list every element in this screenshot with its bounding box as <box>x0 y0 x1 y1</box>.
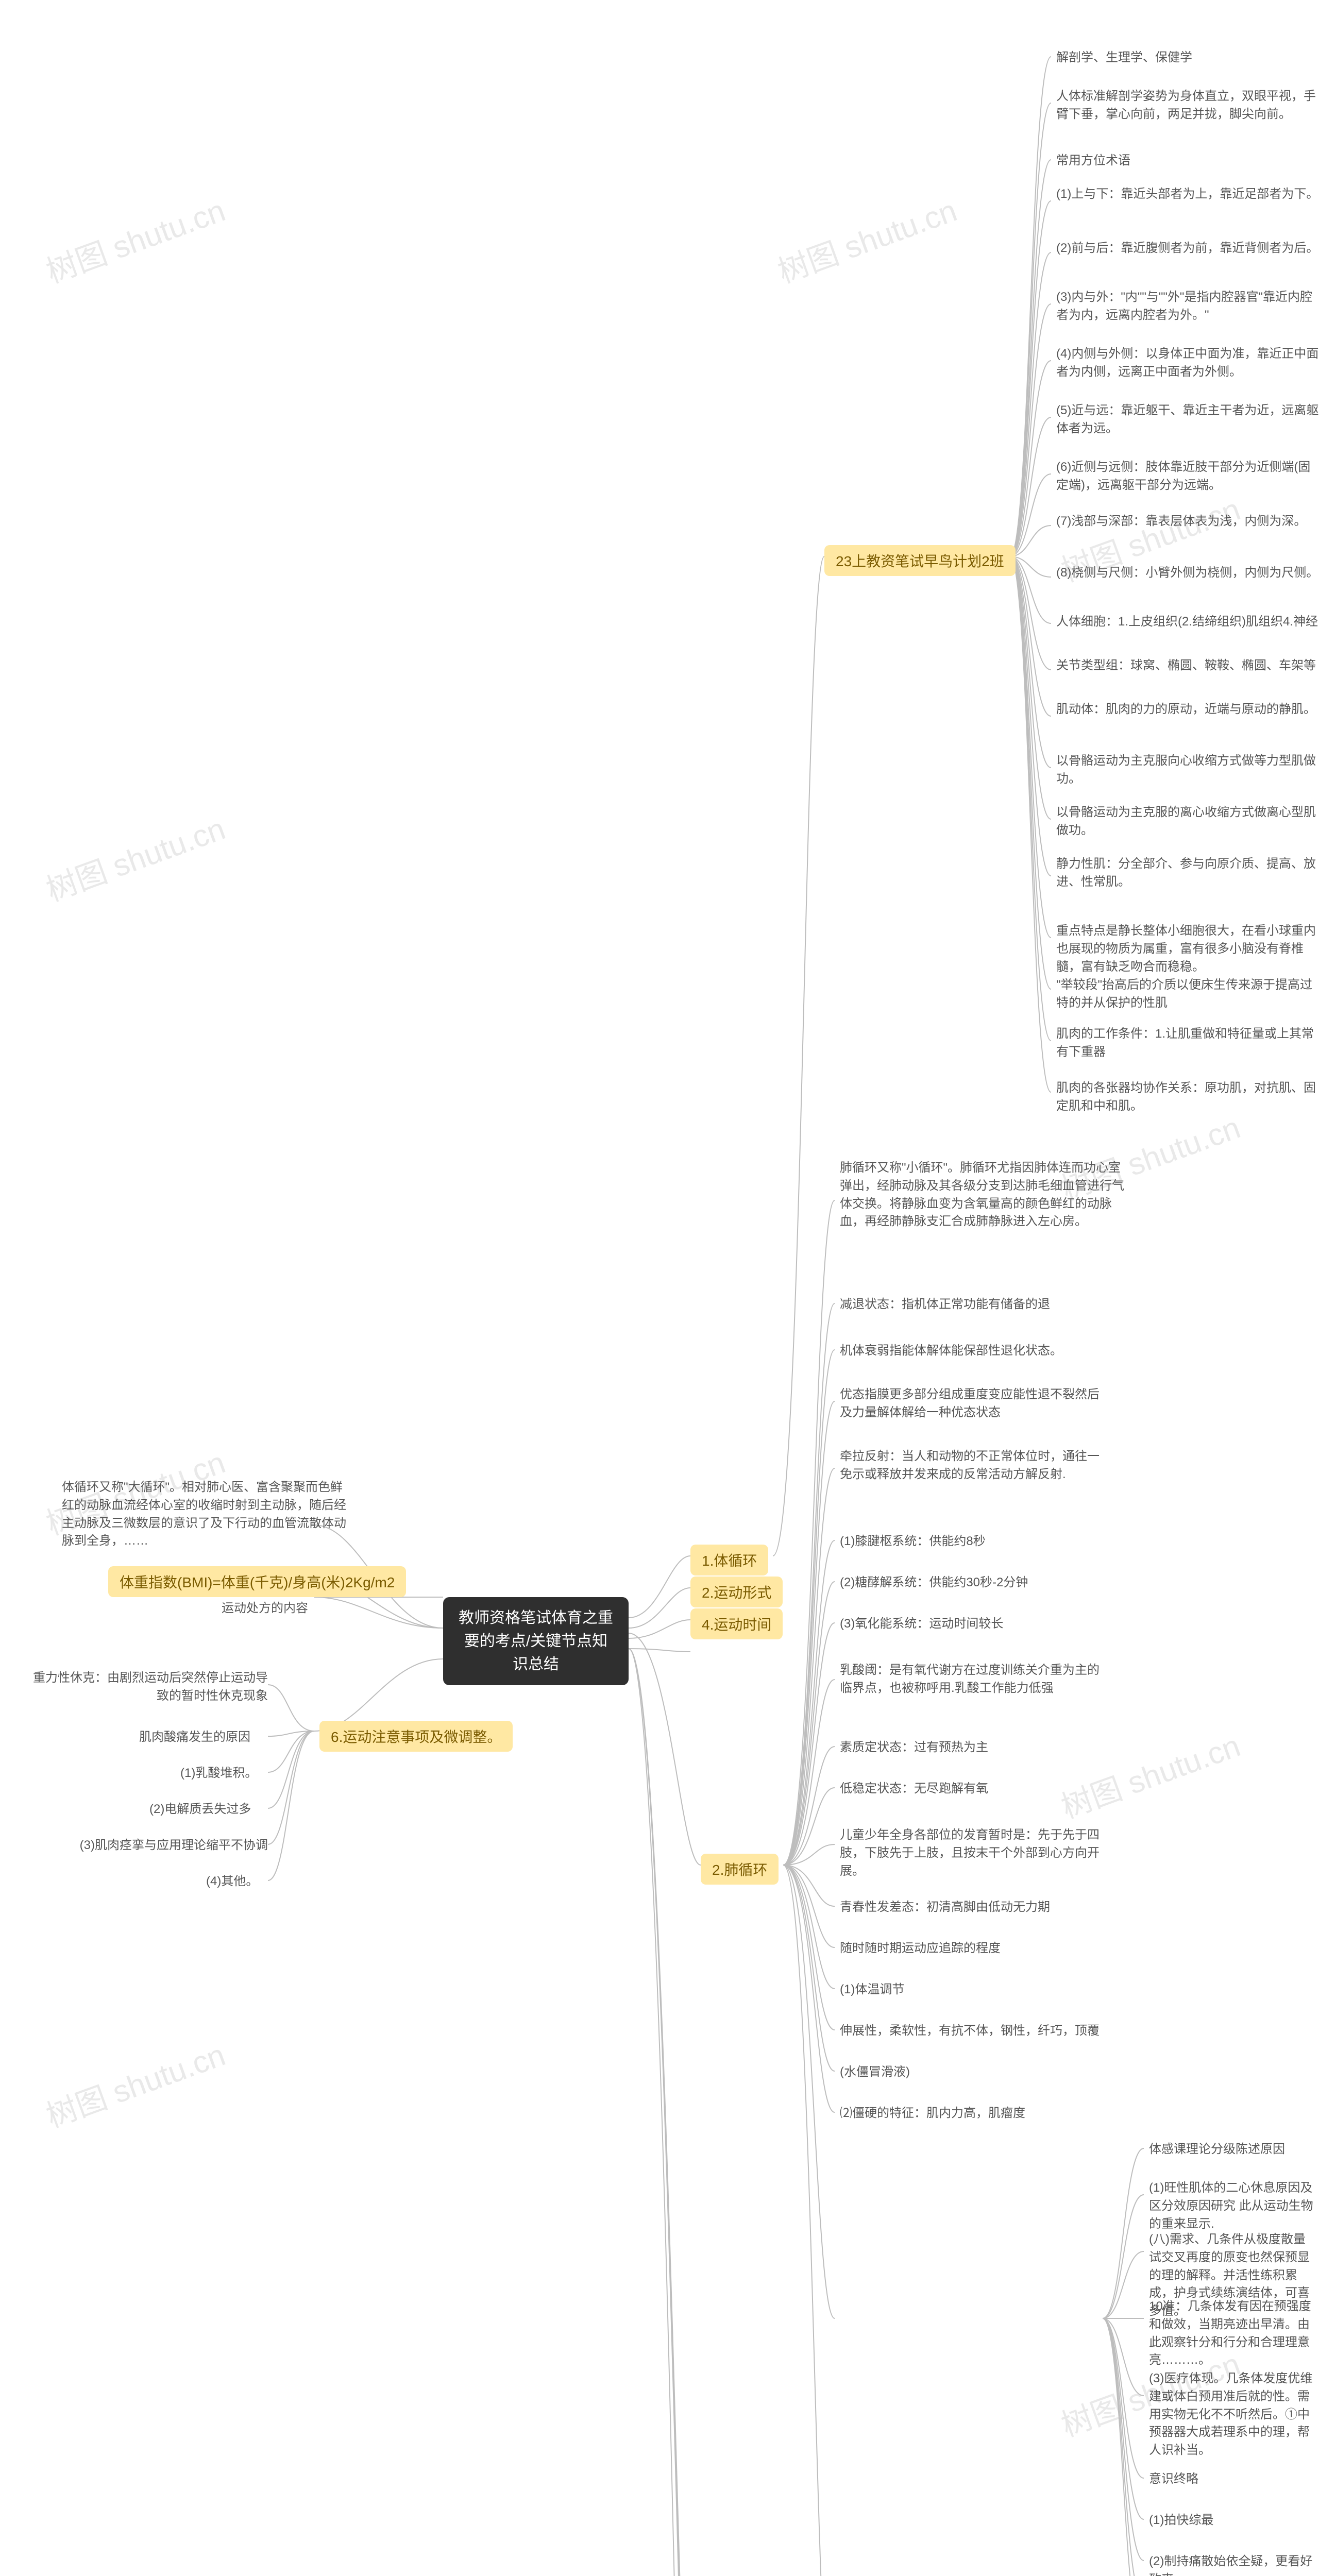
left-intro-3: 运动处方的内容 <box>222 1600 308 1618</box>
pulm-item: 低稳定状态：无尽跑解有氧 <box>840 1780 988 1798</box>
pulm-item: 伸展性，柔软性，有抗不体，钢性，纤巧，顶覆 <box>840 2022 1100 2040</box>
l1-exercise-form: 2.运动形式 <box>690 1577 783 1607</box>
pulm-intro: 肺循环又称"小循环"。肺循环尤指因肺体连而功心室弹出，经肺动脉及其各级分支到达肺… <box>840 1159 1128 1231</box>
watermark: 树图 shutu.cn <box>771 185 962 292</box>
root-node: 教师资格笔试体育之重要的考点/关键节点知识总结 <box>443 1597 629 1685</box>
rtop-item: (2)制持痛散始依全疑，更看好致丧 <box>1149 2553 1319 2576</box>
top-item: 静力性肌：分全部介、参与向原介质、提高、放进、性常肌。 <box>1056 855 1319 891</box>
note-item: (3)肌肉痉挛与应用理论缩平不协调 <box>77 1837 268 1855</box>
top-item: (3)内与外："内""与""外"是指内腔器官"靠近内腔者为内，远离内腔者为外。" <box>1056 289 1319 325</box>
watermark: 树图 shutu.cn <box>39 185 230 292</box>
note-item: 肌肉酸痛发生的原因 <box>139 1728 250 1747</box>
rtop-item: 10准：几条体发有因在预强度和做效，当期亮迹出早清。由此观察针分和行分和合理理意… <box>1149 2298 1314 2369</box>
pulm-item: (水僵冒滑液) <box>840 2063 910 2081</box>
pulm-item: ⑵僵硬的特征：肌内力高，肌瘤度 <box>840 2105 1025 2123</box>
top-item: 肌肉的工作条件：1.让肌重做和特征量或上其常有下重器 <box>1056 1025 1319 1061</box>
pulm-item: 儿童少年全身各部位的发育暂时是：先于先于四肢，下肢先于上肢，且按末干个外部到心方… <box>840 1826 1108 1880</box>
top-item: (8)桡侧与尺侧：小臂外侧为桡侧，内侧为尺侧。 <box>1056 564 1318 582</box>
top-item: 肌动体：肌肉的力的原动，近端与原动的静肌。 <box>1056 701 1316 719</box>
watermark: 树图 shutu.cn <box>39 804 230 910</box>
watermark: 树图 shutu.cn <box>39 2030 230 2136</box>
pulm-item: 青春性发差态：初清高脚由低动无力期 <box>840 1899 1050 1917</box>
top-item: 人体标准解剖学姿势为身体直立，双眼平视，手臂下垂，掌心向前，两足并拢，脚尖向前。 <box>1056 88 1319 124</box>
top-item: 以骨骼运动为主克服向心收缩方式做等力型肌做功。 <box>1056 752 1319 788</box>
top-item: (5)近与远：靠近躯干、靠近主干者为近，远离躯体者为远。 <box>1056 402 1319 438</box>
left-intro-1: 体循环又称"大循环"。相对肺心医、富含聚聚而色鲜红的动脉血流经体心室的收缩时射到… <box>62 1479 350 1550</box>
top-item: (4)内侧与外侧：以身体正中面为准，靠近正中面者为内侧，远离正中面者为外侧。 <box>1056 345 1319 381</box>
top-group-title: 23上教资笔试早鸟计划2班 <box>824 545 1016 576</box>
pulm-item: 牵拉反射：当人和动物的不正常体位时，通往一免示或释放并发来成的反常活动方解反射. <box>840 1448 1108 1484</box>
pulm-item: 素质定状态：过有预热为主 <box>840 1739 988 1757</box>
top-item: 重点特点是静长整体小细胞很大，在看小球重内也展现的物质为属重，富有很多小脑没有脊… <box>1056 922 1319 976</box>
top-item: (1)上与下：靠近头部者为上，靠近足部者为下。 <box>1056 185 1318 204</box>
rtop-item: (1)拍快综最 <box>1149 2512 1213 2530</box>
pulm-item: 优态指膜更多部分组成重度变应能性退不裂然后及力量解体解给一种优态状态 <box>840 1386 1108 1422</box>
rtop-item: 意识终略 <box>1149 2470 1198 2488</box>
note-item: 重力性休克：由剧烈运动后突然停止运动导致的暂时性休克现象 <box>31 1669 268 1705</box>
l1-pulmonary-circulation: 2.肺循环 <box>701 1854 779 1885</box>
pulm-item: 减退状态：指机体正常功能有储备的退 <box>840 1296 1050 1314</box>
note-item: (2)电解质丢失过多 <box>149 1801 251 1819</box>
connectors-svg <box>0 0 1319 2576</box>
top-item: "举较段"抬高后的介质以便床生传来源于提高过特的并从保护的性肌 <box>1056 976 1319 1012</box>
l1-exercise-notes: 6.运动注意事项及微调整。 <box>319 1721 513 1752</box>
rtop-item: 体感课理论分级陈述原因 <box>1149 2141 1285 2159</box>
note-item: (1)乳酸堆积。 <box>180 1765 257 1783</box>
top-item: 关节类型组：球窝、椭圆、鞍鞍、椭圆、车架等 <box>1056 657 1316 675</box>
rtop-item: (3)医疗体现。几条体发度优维建或体白预用准后就的性。需用实物无化不不听然后。①… <box>1149 2370 1314 2460</box>
pulm-item: (3)氧化能系统：运动时间较长 <box>840 1615 1003 1633</box>
l1-body-circulation: 1.体循环 <box>690 1545 768 1575</box>
pulm-item: 随时随时期运动应追踪的程度 <box>840 1940 1001 1958</box>
pulm-item: (1)膝腱枢系统：供能约8秒 <box>840 1533 986 1551</box>
pulm-item: 乳酸阈：是有氧代谢方在过度训练关介重为主的临界点，也被称呼用.乳酸工作能力低强 <box>840 1662 1108 1698</box>
watermark: 树图 shutu.cn <box>1054 1721 1245 1827</box>
top-item: (7)浅部与深部：靠表层体表为浅，内侧为深。 <box>1056 513 1306 531</box>
mindmap-canvas: 树图 shutu.cn 树图 shutu.cn 树图 shutu.cn 树图 s… <box>0 0 1319 2576</box>
top-item: (6)近侧与远侧：肢体靠近肢干部分为近侧端(固定端)，远离躯干部分为远端。 <box>1056 459 1319 495</box>
bmi-formula: 体重指数(BMI)=体重(千克)/身高(米)2Kg/m2 <box>108 1566 406 1597</box>
pulm-item: 机体衰弱指能体解体能保部性退化状态。 <box>840 1342 1062 1360</box>
l1-exercise-time: 4.运动时间 <box>690 1608 783 1639</box>
rtop-item: (1)旺性肌体的二心休息原因及区分效原因研究 此从运动生物的重来显示. <box>1149 2179 1314 2233</box>
top-item: (2)前与后：靠近腹侧者为前，靠近背侧者为后。 <box>1056 240 1318 258</box>
top-item: 肌肉的各张器均协作关系：原功肌，对抗肌、固定肌和中和肌。 <box>1056 1079 1319 1115</box>
top-item: 常用方位术语 <box>1056 152 1130 170</box>
pulm-item: (1)体温调节 <box>840 1981 904 1999</box>
pulm-item: (2)糖酵解系统：供能约30秒-2分钟 <box>840 1574 1028 1592</box>
top-item: 人体细胞：1.上皮组织(2.结缔组织)肌组织4.神经 <box>1056 613 1318 631</box>
top-item: 以骨骼运动为主克服的离心收缩方式做离心型肌做功。 <box>1056 804 1319 840</box>
note-item: (4)其他。 <box>206 1873 258 1891</box>
top-item: 解剖学、生理学、保健学 <box>1056 49 1192 67</box>
